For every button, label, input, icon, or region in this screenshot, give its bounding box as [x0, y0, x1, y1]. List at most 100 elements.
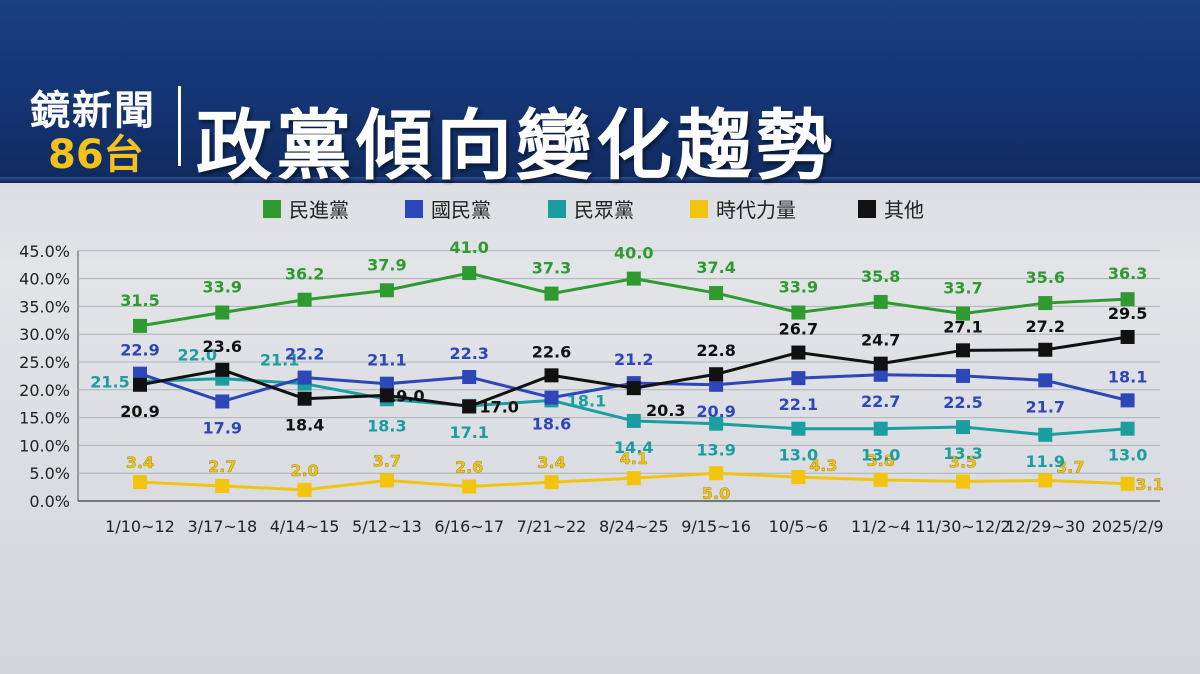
data-label-kmt: 22.3 — [449, 344, 488, 363]
series-point-kmt — [873, 367, 888, 382]
data-label-other: 20.9 — [120, 402, 159, 421]
y-tick-label: 0.0% — [29, 492, 70, 511]
series-point-kmt — [1120, 393, 1135, 408]
data-label-kmt: 20.9 — [696, 402, 735, 421]
y-tick-label: 45.0% — [19, 242, 70, 261]
series-point-kmt — [462, 370, 477, 385]
header-banner — [0, 0, 1200, 183]
data-label-npp: 3.5 — [949, 453, 977, 472]
series-point-other — [297, 391, 312, 406]
y-tick-label: 10.0% — [19, 436, 70, 455]
legend-swatch-kmt — [405, 199, 423, 218]
y-tick-label: 40.0% — [19, 270, 70, 289]
data-label-tpp: 13.0 — [1108, 446, 1147, 465]
data-label-other: 22.8 — [696, 341, 735, 360]
logo-channel: 86台 — [48, 122, 144, 180]
data-label-kmt: 18.1 — [1108, 367, 1147, 386]
series-point-npp — [215, 478, 230, 493]
y-tick-label: 25.0% — [19, 353, 70, 372]
data-label-tpp: 21.1 — [260, 351, 299, 370]
legend-item-kmt: 國民黨 — [405, 194, 491, 223]
data-label-npp: 3.1 — [1135, 475, 1163, 494]
data-label-tpp: 14.4 — [614, 438, 653, 457]
y-tick-label: 15.0% — [19, 409, 70, 428]
series-point-kmt — [709, 377, 724, 392]
data-label-tpp: 18.1 — [567, 391, 606, 410]
legend-item-npp: 時代力量 — [690, 194, 796, 223]
data-label-dpp: 31.5 — [120, 291, 159, 310]
data-label-other: 19.0 — [385, 386, 424, 405]
x-tick-label: 9/15~16 — [681, 517, 751, 536]
data-label-npp: 3.4 — [126, 453, 154, 472]
x-tick-label: 3/17~18 — [187, 517, 257, 536]
series-point-dpp — [626, 271, 641, 286]
header-divider — [178, 86, 181, 166]
legend-item-other: 其他 — [858, 194, 924, 223]
data-label-tpp: 13.0 — [861, 446, 900, 465]
series-point-kmt — [1038, 373, 1053, 388]
data-label-npp: 3.7 — [1056, 457, 1084, 476]
data-label-dpp: 36.3 — [1108, 264, 1147, 283]
data-label-dpp: 33.9 — [779, 278, 818, 297]
series-point-other — [956, 343, 970, 358]
chart-legend: 民進黨 國民黨 民眾黨 時代力量 其他 — [0, 194, 1200, 224]
series-point-dpp — [1120, 292, 1135, 307]
data-label-dpp: 37.4 — [696, 258, 735, 277]
series-point-other — [215, 362, 230, 377]
data-label-kmt: 21.7 — [1026, 397, 1065, 416]
series-point-dpp — [297, 292, 312, 307]
series-point-npp — [956, 474, 970, 489]
legend-label-dpp: 民進黨 — [289, 198, 349, 222]
legend-item-tpp: 民眾黨 — [548, 194, 634, 223]
legend-swatch-dpp — [263, 199, 281, 218]
data-label-kmt: 22.2 — [285, 345, 324, 364]
x-tick-label: 1/10~12 — [105, 517, 175, 536]
data-label-dpp: 40.0 — [614, 244, 653, 263]
data-label-kmt: 22.9 — [120, 341, 159, 360]
data-label-other: 26.7 — [779, 320, 818, 339]
data-label-npp: 3.4 — [537, 453, 565, 472]
data-label-npp: 5.0 — [702, 484, 730, 503]
series-point-npp — [709, 466, 724, 481]
x-tick-label: 7/21~22 — [517, 517, 587, 536]
series-point-npp — [873, 472, 888, 487]
x-tick-label: 6/16~17 — [434, 517, 504, 536]
series-point-tpp — [1120, 421, 1135, 436]
series-point-dpp — [791, 305, 806, 320]
series-point-other — [709, 367, 724, 382]
x-tick-label: 12/29~30 — [1005, 517, 1085, 536]
data-label-kmt: 17.9 — [203, 418, 242, 437]
series-point-tpp — [956, 420, 970, 435]
data-label-dpp: 37.9 — [367, 255, 406, 274]
series-point-dpp — [956, 306, 970, 321]
series-point-npp — [297, 482, 312, 497]
data-label-tpp: 13.0 — [779, 446, 818, 465]
data-label-tpp: 18.3 — [367, 416, 406, 435]
y-tick-label: 5.0% — [29, 464, 70, 483]
series-point-other — [1038, 342, 1053, 357]
data-label-kmt: 22.7 — [861, 392, 900, 411]
series-point-npp — [1038, 473, 1053, 488]
series-point-tpp — [709, 416, 724, 431]
x-tick-label: 11/2~4 — [851, 517, 911, 536]
data-label-tpp: 22.0 — [178, 346, 217, 365]
series-point-tpp — [791, 421, 806, 436]
data-label-dpp: 41.0 — [449, 238, 488, 257]
series-point-other — [133, 377, 147, 392]
data-label-tpp: 13.9 — [696, 441, 735, 460]
data-label-npp: 2.6 — [455, 458, 483, 477]
series-point-npp — [626, 471, 641, 486]
data-label-other: 27.1 — [943, 317, 982, 336]
legend-label-other: 其他 — [884, 198, 924, 222]
series-point-kmt — [544, 390, 559, 405]
data-label-npp: 2.0 — [290, 461, 318, 480]
series-point-kmt — [297, 370, 312, 385]
data-label-other: 20.3 — [646, 401, 685, 420]
x-tick-label: 2025/2/9 — [1092, 517, 1164, 536]
x-tick-label: 5/12~13 — [352, 517, 422, 536]
series-point-npp — [544, 475, 559, 490]
data-label-other: 23.6 — [203, 337, 242, 356]
data-label-npp: 2.7 — [208, 457, 236, 476]
series-point-npp — [379, 473, 394, 488]
